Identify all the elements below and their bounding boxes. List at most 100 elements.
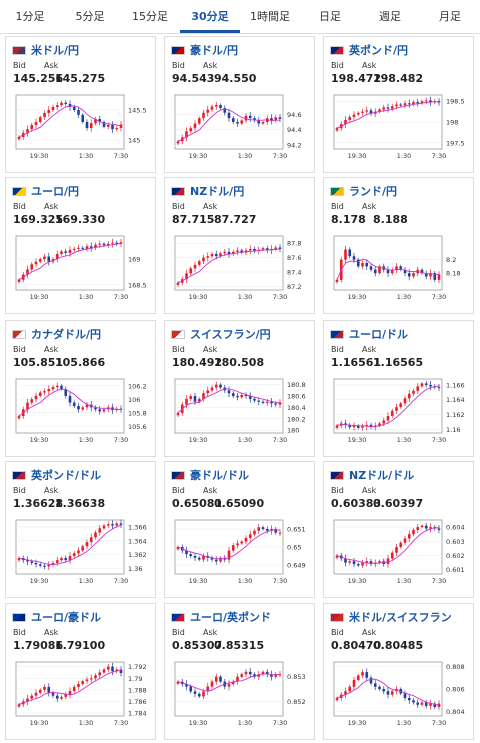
mini-price-chart[interactable]: 0.604 0.603 0.602 0.601 19:30 1:30 7:30 xyxy=(324,514,474,598)
currency-pair-link[interactable]: 英ポンド/ドル xyxy=(31,469,102,482)
candle-body xyxy=(356,675,360,680)
candle-body xyxy=(85,122,89,128)
currency-pair-link[interactable]: ユーロ/豪ドル xyxy=(31,611,102,624)
currency-pair-link[interactable]: カナダドル/円 xyxy=(31,328,102,341)
bid-value: 169.325 xyxy=(13,213,64,226)
bid-ask-values: 198.472198.482 xyxy=(331,72,423,85)
currency-pair-link[interactable]: ユーロ/英ポンド xyxy=(190,611,272,624)
currency-pair-link[interactable]: 英ポンド/円 xyxy=(349,44,409,57)
currency-pair-link[interactable]: NZドル/円 xyxy=(190,185,245,198)
tab-timeframe-7[interactable]: 月足 xyxy=(439,10,461,23)
currency-card[interactable]: NZドル/ドル Bid Ask 0.603830.60397 0.604 0.603 0.6… xyxy=(323,461,474,598)
candle-body xyxy=(102,525,106,529)
currency-card[interactable]: 米ドル/円 Bid Ask 145.256145.275 145.5 145 19:30 1:… xyxy=(5,36,156,173)
candle-body xyxy=(352,680,356,687)
candle-body xyxy=(98,119,102,122)
candle-body xyxy=(60,251,63,254)
candle-body xyxy=(38,689,42,693)
candle-body xyxy=(197,693,201,697)
currency-pair-link[interactable]: 米ドル/スイスフラン xyxy=(349,611,452,624)
tab-timeframe-3[interactable]: 30分足 xyxy=(180,0,240,33)
moving-average-line xyxy=(177,248,281,284)
tab-timeframe-2[interactable]: 15分足 xyxy=(132,10,168,23)
currency-card[interactable]: ユーロ/ドル Bid Ask 1.165611.16565 1.166 1.164 1.16… xyxy=(323,320,474,457)
tab-timeframe-0[interactable]: 1分足 xyxy=(15,10,45,23)
currency-pair-link[interactable]: 豪ドル/ドル xyxy=(190,469,250,482)
mini-price-chart[interactable]: 0.853 0.852 19:30 1:30 7:30 xyxy=(165,656,315,740)
tab-timeframe-1[interactable]: 5分足 xyxy=(75,10,105,23)
x-tick-label: 19:30 xyxy=(348,293,367,301)
flag-eu-au-icon xyxy=(12,612,26,622)
candle-body xyxy=(270,674,273,677)
currency-card[interactable]: 豪ドル/ドル Bid Ask 0.650810.65090 0.651 0.65 0.649… xyxy=(164,461,315,598)
tab-timeframe-4[interactable]: 1時間足 xyxy=(250,10,290,23)
candle-body xyxy=(348,686,352,692)
candle-body xyxy=(34,395,38,400)
mini-price-chart[interactable]: 0.808 0.806 0.804 19:30 1:30 7:30 xyxy=(324,656,474,740)
candle-body xyxy=(219,676,222,682)
candle-body xyxy=(433,703,437,707)
y-tick-label: 0.602 xyxy=(446,552,465,560)
y-tick-label: 87.2 xyxy=(287,283,301,291)
currency-pair-link[interactable]: 豪ドル/円 xyxy=(190,44,239,57)
mini-price-chart[interactable]: 180.8 180.6 180.4 180.2 180 19:30 1:30 7:30 xyxy=(165,373,315,457)
tab-timeframe-5[interactable]: 日足 xyxy=(319,10,341,23)
mini-price-chart[interactable]: 106.2 106 105.8 105.6 19:30 1:30 7:30 xyxy=(6,373,156,457)
candle-body xyxy=(197,557,201,560)
candle-body xyxy=(365,263,369,267)
mini-price-chart[interactable]: 1.366 1.364 1.362 1.36 19:30 1:30 7:30 xyxy=(6,514,156,598)
candle-body xyxy=(72,553,76,556)
candle-body xyxy=(344,558,347,563)
candle-body xyxy=(72,107,76,110)
candle-body xyxy=(356,425,360,428)
currency-card[interactable]: ランド/円 Bid Ask 8.178 8.188 8.2 8.18 19:30 1:30 7:3… xyxy=(323,177,474,314)
candle-body xyxy=(219,253,222,257)
tab-timeframe-6[interactable]: 週足 xyxy=(379,10,401,23)
candle-body xyxy=(85,404,89,408)
currency-card[interactable]: NZドル/円 Bid Ask 87.71587.727 87.8 87.6 87.4 87.2… xyxy=(164,177,315,314)
card-title: ユーロ/ドル xyxy=(330,327,408,341)
currency-card[interactable]: ユーロ/円 Bid Ask 169.325169.330 169 168.5 19:30 1:… xyxy=(5,177,156,314)
currency-card[interactable]: 英ポンド/ドル Bid Ask 1.366281.36638 1.366 1.364 1.3… xyxy=(5,461,156,598)
candle-body xyxy=(403,398,407,404)
bid-ask-labels: Bid Ask xyxy=(331,345,393,354)
mini-price-chart[interactable]: 1.792 1.79 1.788 1.786 1.784 19:30 1:30 7:30 xyxy=(6,656,156,740)
mini-price-chart[interactable]: 87.8 87.6 87.4 87.2 19:30 1:30 7:30 xyxy=(165,230,315,314)
bid-label: Bid xyxy=(331,202,344,211)
mini-price-chart[interactable]: 8.2 8.18 19:30 1:30 7:30 xyxy=(324,230,474,314)
ask-label: Ask xyxy=(44,486,59,495)
mini-price-chart[interactable]: 198.5 198 197.5 19:30 1:30 7:30 xyxy=(324,89,474,173)
candle-body xyxy=(210,254,214,257)
currency-pair-link[interactable]: スイスフラン/円 xyxy=(190,328,271,341)
currency-card[interactable]: 米ドル/スイスフラン Bid Ask 0.804700.80485 0.808 0.806… xyxy=(323,603,474,740)
currency-card[interactable]: スイスフラン/円 Bid Ask 180.492180.508 180.8 180.6 18… xyxy=(164,320,315,457)
currency-pair-link[interactable]: ユーロ/ドル xyxy=(349,328,409,341)
mini-price-chart[interactable]: 1.166 1.164 1.162 1.16 19:30 1:30 7:30 xyxy=(324,373,474,457)
candle-body xyxy=(429,384,432,387)
currency-card[interactable]: ユーロ/英ポンド Bid Ask 0.853070.85315 0.853 0.852 19… xyxy=(164,603,315,740)
candle-body xyxy=(81,407,85,410)
flag-eu-us-icon xyxy=(330,329,344,339)
moving-average-line xyxy=(336,385,440,427)
currency-card[interactable]: 英ポンド/円 Bid Ask 198.472198.482 198.5 198 197.5 1… xyxy=(323,36,474,173)
ask-value: 1.79100 xyxy=(55,639,106,652)
currency-pair-link[interactable]: NZドル/ドル xyxy=(349,469,415,482)
mini-price-chart[interactable]: 169 168.5 19:30 1:30 7:30 xyxy=(6,230,156,314)
candle-body xyxy=(85,679,89,682)
plot-frame xyxy=(333,235,443,291)
currency-card[interactable]: カナダドル/円 Bid Ask 105.851105.866 106.2 106 105.8… xyxy=(5,320,156,457)
currency-pair-link[interactable]: ユーロ/円 xyxy=(31,185,80,198)
candle-body xyxy=(55,560,59,563)
candle-body xyxy=(219,105,222,109)
currency-card[interactable]: 豪ドル/円 Bid Ask 94.54394.550 94.6 94.4 94.2 19:30… xyxy=(164,36,315,173)
mini-price-chart[interactable]: 0.651 0.65 0.649 19:30 1:30 7:30 xyxy=(165,514,315,598)
candle-body xyxy=(64,558,68,561)
currency-pair-link[interactable]: 米ドル/円 xyxy=(31,44,80,57)
currency-card[interactable]: ユーロ/豪ドル Bid Ask 1.790861.79100 1.792 1.79 1.78… xyxy=(5,603,156,740)
y-tick-label: 180 xyxy=(287,427,299,435)
candle-body xyxy=(77,550,80,554)
mini-price-chart[interactable]: 94.6 94.4 94.2 19:30 1:30 7:30 xyxy=(165,89,315,173)
currency-pair-link[interactable]: ランド/円 xyxy=(349,185,398,198)
ask-label: Ask xyxy=(362,61,377,70)
mini-price-chart[interactable]: 145.5 145 19:30 1:30 7:30 xyxy=(6,89,156,173)
